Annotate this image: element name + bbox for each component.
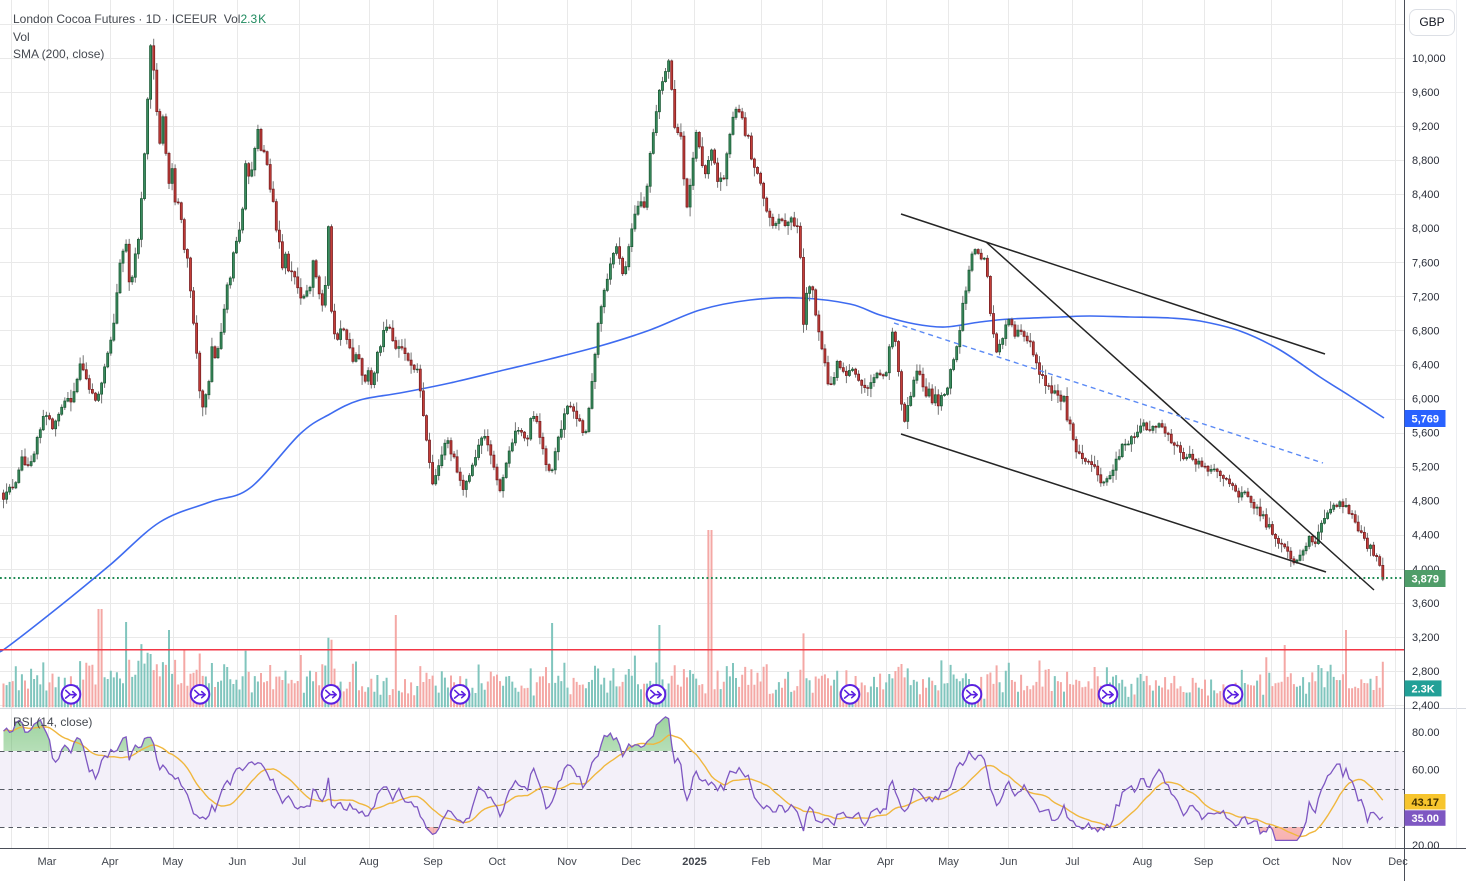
svg-text:Oct: Oct: [488, 856, 505, 868]
svg-text:9,200: 9,200: [1412, 121, 1440, 133]
svg-text:9,600: 9,600: [1412, 87, 1440, 99]
svg-text:Mar: Mar: [38, 856, 57, 868]
svg-text:7,200: 7,200: [1412, 291, 1440, 303]
svg-text:80.00: 80.00: [1412, 727, 1440, 739]
svg-text:London Cocoa Futures · 1D · IC: London Cocoa Futures · 1D · ICEEUR Vol2.…: [13, 12, 266, 26]
svg-text:6,000: 6,000: [1412, 394, 1440, 406]
svg-text:5,600: 5,600: [1412, 428, 1440, 440]
svg-text:6,800: 6,800: [1412, 325, 1440, 337]
svg-text:2025: 2025: [682, 856, 706, 868]
svg-text:Jun: Jun: [229, 856, 247, 868]
svg-text:SMA (200, close): SMA (200, close): [13, 47, 104, 61]
svg-text:2,400: 2,400: [1412, 700, 1440, 712]
svg-text:RSI (14, close): RSI (14, close): [13, 715, 92, 729]
svg-text:2,800: 2,800: [1412, 666, 1440, 678]
svg-text:Sep: Sep: [423, 856, 443, 868]
svg-text:Apr: Apr: [877, 856, 894, 868]
svg-text:Sep: Sep: [1194, 856, 1214, 868]
svg-text:43.17: 43.17: [1412, 797, 1440, 809]
svg-text:May: May: [938, 856, 959, 868]
svg-text:Vol: Vol: [13, 30, 30, 44]
svg-text:GBP: GBP: [1419, 15, 1444, 29]
svg-text:Aug: Aug: [1133, 856, 1153, 868]
svg-text:3,600: 3,600: [1412, 598, 1440, 610]
svg-text:3,200: 3,200: [1412, 632, 1440, 644]
svg-text:8,400: 8,400: [1412, 189, 1440, 201]
svg-text:Nov: Nov: [1332, 856, 1352, 868]
svg-text:Apr: Apr: [101, 856, 118, 868]
svg-text:60.00: 60.00: [1412, 765, 1440, 777]
svg-text:Mar: Mar: [813, 856, 832, 868]
svg-text:7,600: 7,600: [1412, 257, 1440, 269]
svg-text:May: May: [162, 856, 183, 868]
svg-text:35.00: 35.00: [1412, 813, 1440, 825]
svg-text:6,400: 6,400: [1412, 359, 1440, 371]
svg-text:5,200: 5,200: [1412, 462, 1440, 474]
svg-text:20.00: 20.00: [1412, 840, 1440, 852]
svg-text:4,400: 4,400: [1412, 530, 1440, 542]
svg-text:Jul: Jul: [1065, 856, 1079, 868]
svg-text:8,800: 8,800: [1412, 155, 1440, 167]
svg-text:Aug: Aug: [359, 856, 379, 868]
svg-text:Dec: Dec: [1388, 856, 1408, 868]
svg-text:Jun: Jun: [1000, 856, 1018, 868]
svg-text:Dec: Dec: [621, 856, 641, 868]
svg-text:2.3K: 2.3K: [1412, 683, 1435, 695]
svg-text:4,800: 4,800: [1412, 496, 1440, 508]
svg-text:Nov: Nov: [557, 856, 577, 868]
svg-text:Feb: Feb: [751, 856, 770, 868]
svg-text:Oct: Oct: [1262, 856, 1279, 868]
svg-text:10,000: 10,000: [1412, 53, 1446, 65]
svg-text:3,879: 3,879: [1412, 574, 1440, 586]
svg-text:8,000: 8,000: [1412, 223, 1440, 235]
svg-text:Jul: Jul: [292, 856, 306, 868]
svg-text:5,769: 5,769: [1412, 414, 1440, 426]
